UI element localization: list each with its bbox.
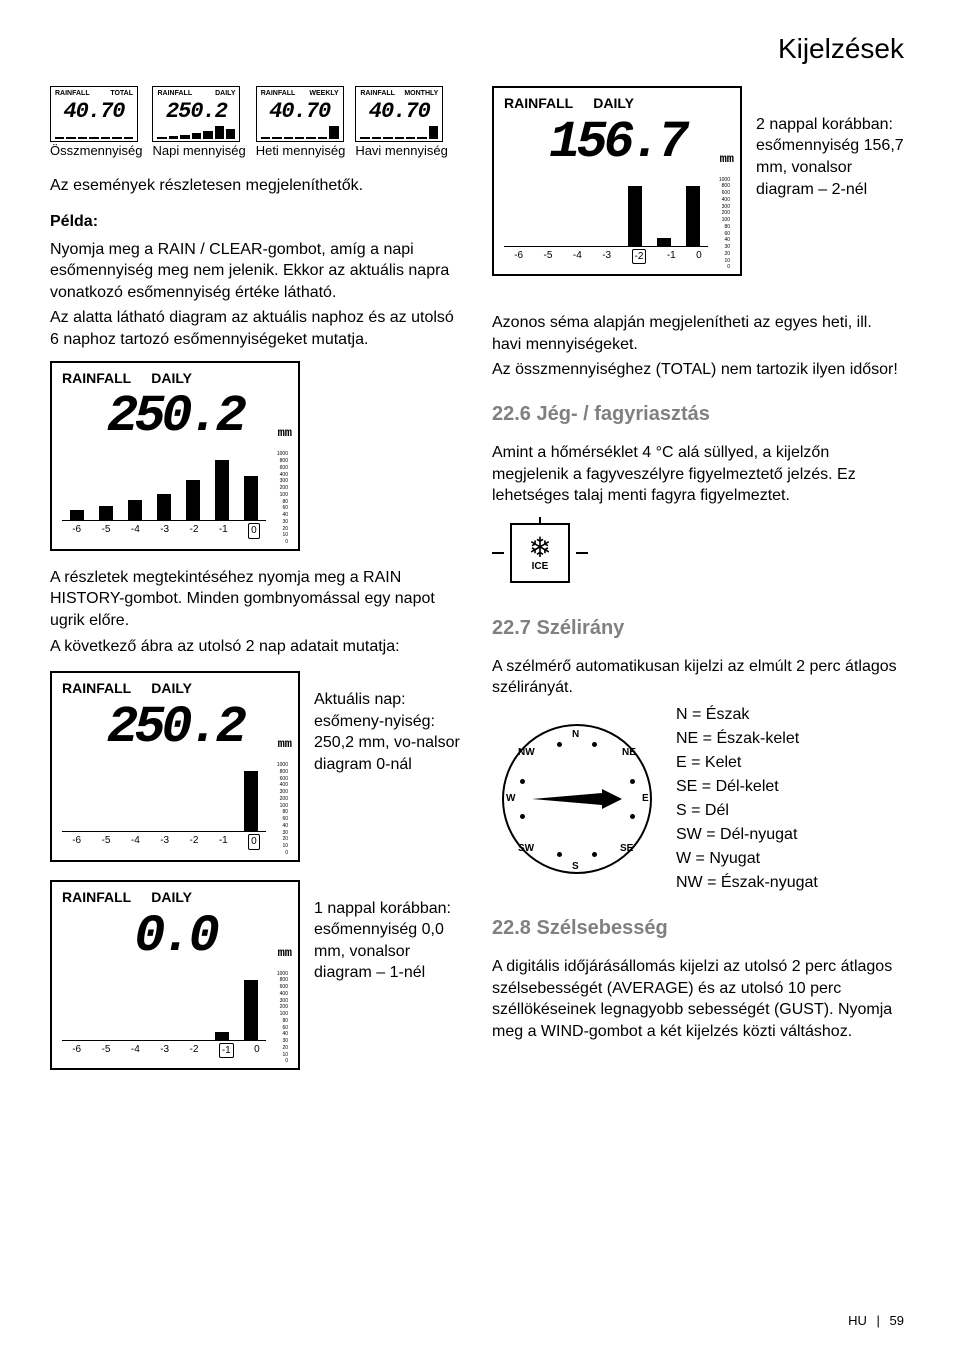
thumb-r: WEEKLY	[309, 89, 338, 98]
lcd4-side-text: 2 nappal korábban: esőmennyiség 156,7 mm…	[756, 86, 904, 200]
thumb-r: DAILY	[215, 89, 235, 98]
bar-chart	[62, 971, 266, 1041]
lcd-val: 0.0	[134, 907, 216, 966]
scale: 10008006004003002001008060403020100	[270, 971, 288, 1041]
example-p1: Nyomja meg a RAIN / CLEAR-gombot, amíg a…	[50, 239, 462, 304]
footer-page: 59	[890, 1313, 904, 1328]
thumb-r: MONTHLY	[404, 89, 438, 98]
bar-chart	[62, 762, 266, 832]
mid-p1: A részletek megtekintéséhez nyomja meg a…	[50, 567, 462, 632]
section-227-text: A szélmérő automatikusan kijelzi az elmú…	[492, 656, 904, 699]
direction-legend: N = Észak NE = Észak-kelet E = Kelet SE …	[676, 703, 818, 895]
dir-n: N = Észak	[676, 703, 818, 727]
scheme-p2: Az összmennyiséghez (TOTAL) nem tartozik…	[492, 359, 904, 381]
lcd-l1: RAINFALL	[504, 94, 573, 113]
thumb-weekly: RAINFALL WEEKLY 40.70 Heti mennyiség	[256, 86, 346, 160]
thumb-l: RAINFALL	[55, 89, 90, 98]
lcd3-side-text: 1 nappal korábban: esőmennyiség 0,0 mm, …	[314, 870, 462, 984]
example-heading: Példa:	[50, 211, 462, 233]
bar-chart	[62, 451, 266, 521]
lcd-val: 250.2	[107, 698, 243, 757]
left-column: RAINFALL TOTAL 40.70 Összmennyiség RAINFA…	[50, 86, 462, 1086]
thumb-monthly: RAINFALL MONTHLY 40.70 Havi mennyiség	[355, 86, 448, 160]
thumb-l: RAINFALL	[360, 89, 395, 98]
intro-text: Az események részletesen megjeleníthetők…	[50, 175, 462, 197]
bar-chart	[504, 177, 708, 247]
x-labels: -6-5-4-3-2-10	[62, 523, 288, 539]
footer-lang: HU	[848, 1313, 867, 1328]
lcd-l1: RAINFALL	[62, 369, 131, 388]
thumb-val: 40.70	[261, 101, 339, 123]
compass-nw: NW	[518, 746, 535, 760]
page-header: Kijelzések	[50, 30, 904, 68]
example-p2: Az alatta látható diagram az aktuális na…	[50, 307, 462, 350]
thumb-l: RAINFALL	[157, 89, 192, 98]
lcd-l2: DAILY	[151, 679, 192, 698]
thumb-caption: Összmennyiség	[50, 142, 142, 160]
thumb-daily: RAINFALL DAILY 250.2 Napi mennyiség	[152, 86, 245, 160]
thumb-val: 250.2	[157, 101, 235, 123]
compass-w: W	[506, 792, 515, 806]
dir-e: E = Kelet	[676, 751, 818, 775]
lcd-daily-3: RAINFALL DAILY 0.0 mm 10008006004003002001…	[50, 880, 300, 1070]
compass-arrow-icon	[532, 789, 622, 809]
snowflake-icon: ❄	[528, 534, 551, 562]
lcd-l2: DAILY	[151, 888, 192, 907]
lcd-l2: DAILY	[151, 369, 192, 388]
ice-icon: ❄ ICE	[510, 523, 570, 583]
scale: 10008006004003002001008060403020100	[270, 762, 288, 832]
thumb-l: RAINFALL	[261, 89, 296, 98]
thumb-total: RAINFALL TOTAL 40.70 Összmennyiség	[50, 86, 142, 160]
compass-diagram: N NE E SE S SW W NW	[492, 714, 662, 884]
lcd-val: 250.2	[107, 387, 243, 446]
x-labels: -6-5-4-3-2-10	[62, 1043, 288, 1059]
lcd-val: 156.7	[549, 113, 685, 172]
scale: 10008006004003002001008060403020100	[270, 451, 288, 521]
section-227-heading: 22.7 Szélirány	[492, 615, 904, 642]
dir-nw: NW = Észak-nyugat	[676, 871, 818, 895]
compass-s: S	[572, 860, 579, 874]
lcd-daily-1: RAINFALL DAILY 250.2 mm 100080060040030020…	[50, 361, 300, 551]
x-labels: -6-5-4-3-2-10	[504, 249, 730, 265]
section-228-heading: 22.8 Szélsebesség	[492, 915, 904, 942]
dir-ne: NE = Észak-kelet	[676, 727, 818, 751]
lcd-daily-4: RAINFALL DAILY 156.7 mm 100080060040030020…	[492, 86, 742, 276]
dir-s: S = Dél	[676, 799, 818, 823]
ice-label: ICE	[532, 562, 549, 572]
scale: 10008006004003002001008060403020100	[712, 177, 730, 247]
lcd-l1: RAINFALL	[62, 679, 131, 698]
page-footer: HU | 59	[848, 1312, 904, 1330]
right-column: RAINFALL DAILY 156.7 mm 100080060040030020…	[492, 86, 904, 1086]
mid-p2: A következő ábra az utolsó 2 nap adatait…	[50, 636, 462, 658]
lcd-unit: mm	[278, 947, 292, 959]
lcd-daily-2: RAINFALL DAILY 250.2 mm 100080060040030020…	[50, 671, 300, 861]
dir-w: W = Nyugat	[676, 847, 818, 871]
compass-sw: SW	[518, 842, 534, 856]
thumb-caption: Havi mennyiség	[355, 142, 448, 160]
thumb-val: 40.70	[360, 101, 438, 123]
dir-sw: SW = Dél-nyugat	[676, 823, 818, 847]
thumb-r: TOTAL	[110, 89, 133, 98]
compass-se: SE	[620, 842, 633, 856]
section-226-text: Amint a hőmérséklet 4 °C alá süllyed, a …	[492, 442, 904, 507]
dir-se: SE = Dél-kelet	[676, 775, 818, 799]
compass-e: E	[642, 792, 649, 806]
thumbnail-row: RAINFALL TOTAL 40.70 Összmennyiség RAINFA…	[50, 86, 462, 160]
thumb-caption: Heti mennyiség	[256, 142, 346, 160]
thumb-caption: Napi mennyiség	[152, 142, 245, 160]
lcd-unit: mm	[278, 738, 292, 750]
scheme-p1: Azonos séma alapján megjelenítheti az eg…	[492, 312, 904, 355]
lcd2-side-text: Aktuális nap: esőmeny-nyiség: 250,2 mm, …	[314, 661, 462, 775]
x-labels: -6-5-4-3-2-10	[62, 834, 288, 850]
lcd-l1: RAINFALL	[62, 888, 131, 907]
lcd-l2: DAILY	[593, 94, 634, 113]
ice-icon-wrap: ❄ ICE	[492, 511, 904, 595]
lcd-unit: mm	[278, 427, 292, 439]
thumb-val: 40.70	[55, 101, 133, 123]
compass-n: N	[572, 728, 579, 742]
section-226-heading: 22.6 Jég- / fagyriasztás	[492, 401, 904, 428]
lcd-unit: mm	[720, 153, 734, 165]
section-228-text: A digitális időjárásállomás kijelzi az u…	[492, 956, 904, 1042]
compass-ne: NE	[622, 746, 636, 760]
